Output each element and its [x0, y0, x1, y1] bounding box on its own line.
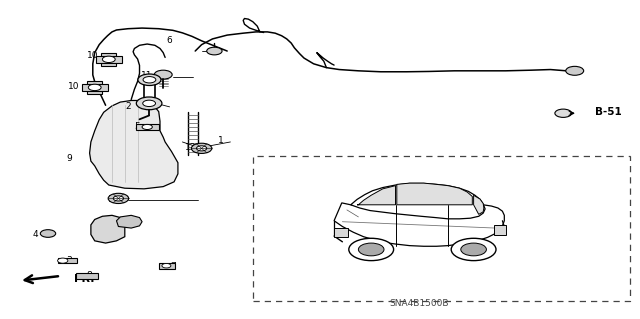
Text: 10: 10 — [87, 51, 99, 60]
Text: SNA4B1500B: SNA4B1500B — [390, 299, 449, 308]
Bar — [159, 263, 175, 269]
Circle shape — [555, 109, 572, 117]
Polygon shape — [397, 183, 472, 205]
Circle shape — [461, 243, 486, 256]
Text: 1: 1 — [218, 137, 223, 145]
Text: 5: 5 — [135, 122, 140, 131]
Text: 12: 12 — [185, 143, 196, 152]
Text: 8: 8 — [87, 271, 92, 280]
Circle shape — [136, 97, 162, 110]
Circle shape — [108, 193, 129, 204]
Circle shape — [349, 238, 394, 261]
Circle shape — [143, 77, 156, 83]
Text: 3: 3 — [67, 256, 72, 265]
Bar — [82, 84, 108, 91]
Circle shape — [207, 47, 222, 55]
Circle shape — [143, 100, 156, 107]
Bar — [494, 225, 506, 235]
Circle shape — [358, 243, 384, 256]
Text: 10: 10 — [68, 82, 79, 91]
Circle shape — [162, 263, 171, 268]
Bar — [334, 228, 348, 237]
Text: 11: 11 — [141, 71, 153, 80]
Text: 4: 4 — [33, 230, 38, 239]
Polygon shape — [91, 215, 125, 243]
Text: 9: 9 — [67, 154, 72, 163]
Circle shape — [196, 146, 207, 151]
Text: 6: 6 — [167, 36, 172, 45]
Polygon shape — [357, 186, 396, 205]
Text: 2: 2 — [125, 102, 131, 111]
Bar — [136, 124, 159, 130]
Polygon shape — [116, 215, 142, 228]
Circle shape — [102, 56, 115, 63]
Bar — [87, 81, 102, 94]
Circle shape — [138, 74, 161, 85]
Circle shape — [154, 70, 172, 79]
Bar — [101, 53, 116, 66]
Circle shape — [451, 238, 496, 261]
Polygon shape — [334, 203, 504, 246]
Bar — [96, 56, 122, 63]
Text: B-51: B-51 — [595, 107, 622, 117]
Circle shape — [40, 230, 56, 237]
Text: 12: 12 — [108, 195, 120, 204]
Circle shape — [566, 66, 584, 75]
Polygon shape — [351, 183, 485, 219]
Polygon shape — [474, 195, 484, 214]
Circle shape — [113, 196, 124, 201]
Bar — [76, 273, 98, 279]
Circle shape — [88, 84, 101, 91]
Circle shape — [58, 258, 68, 263]
Text: FR.: FR. — [74, 274, 94, 284]
Polygon shape — [90, 100, 178, 189]
Text: 7: 7 — [170, 262, 175, 271]
Circle shape — [191, 143, 212, 153]
Circle shape — [142, 124, 152, 130]
Bar — [58, 258, 77, 263]
